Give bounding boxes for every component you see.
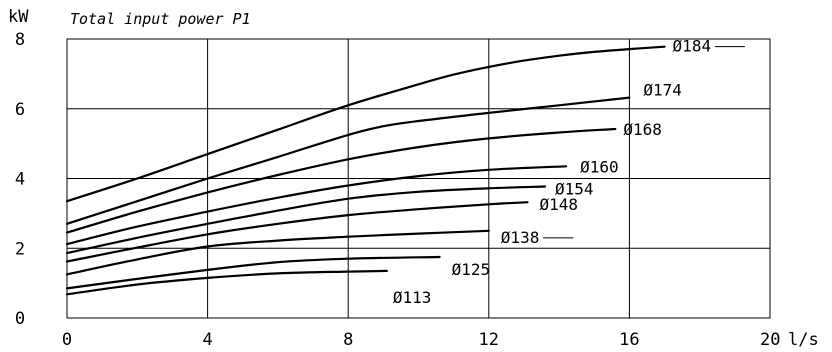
curve-series-3: [65, 165, 568, 246]
y-tick-label-3: 6: [15, 100, 25, 120]
curve-series-4: [65, 185, 547, 255]
curve-label-1: Ø174: [643, 81, 682, 100]
x-tick-label-5: 20: [760, 330, 780, 350]
curve-label-7: Ø125: [452, 260, 491, 279]
x-tick-label-0: 0: [62, 330, 72, 350]
curve-label-5: Ø148: [539, 195, 578, 214]
curve-series-8: [65, 269, 388, 296]
curve-series-5: [65, 201, 529, 263]
chart-title: Total input power P1: [70, 10, 251, 28]
y-tick-label-4: 8: [15, 30, 25, 50]
curve-label-4: Ø154: [555, 180, 594, 199]
x-tick-label-4: 16: [619, 330, 639, 350]
curve-series-6: [65, 229, 490, 276]
curve-label-2: Ø168: [623, 120, 662, 139]
chart-ticks: 0 2 4 6 8 0 4 8 12 16 20 l/s: [15, 30, 819, 350]
y-tick-label-2: 4: [15, 170, 25, 190]
chart-curves: [65, 45, 666, 296]
curve-series-2: [65, 127, 617, 234]
curve-label-8: Ø113: [393, 288, 432, 307]
x-axis-unit-label: l/s: [788, 330, 819, 350]
curve-series-0: [65, 45, 666, 203]
x-tick-label-3: 12: [479, 330, 499, 350]
x-tick-label-2: 8: [343, 330, 353, 350]
curve-label-6: Ø138: [501, 228, 540, 247]
chart-grid: [66, 38, 771, 319]
y-tick-label-1: 2: [15, 239, 25, 259]
curve-series-1: [65, 96, 631, 225]
curve-label-3: Ø160: [580, 157, 619, 176]
curve-label-0: Ø184: [673, 37, 712, 56]
y-tick-label-0: 0: [15, 309, 25, 329]
y-axis-unit-label: kW: [8, 7, 29, 27]
curve-series-7: [65, 255, 441, 290]
x-tick-label-1: 4: [202, 330, 212, 350]
